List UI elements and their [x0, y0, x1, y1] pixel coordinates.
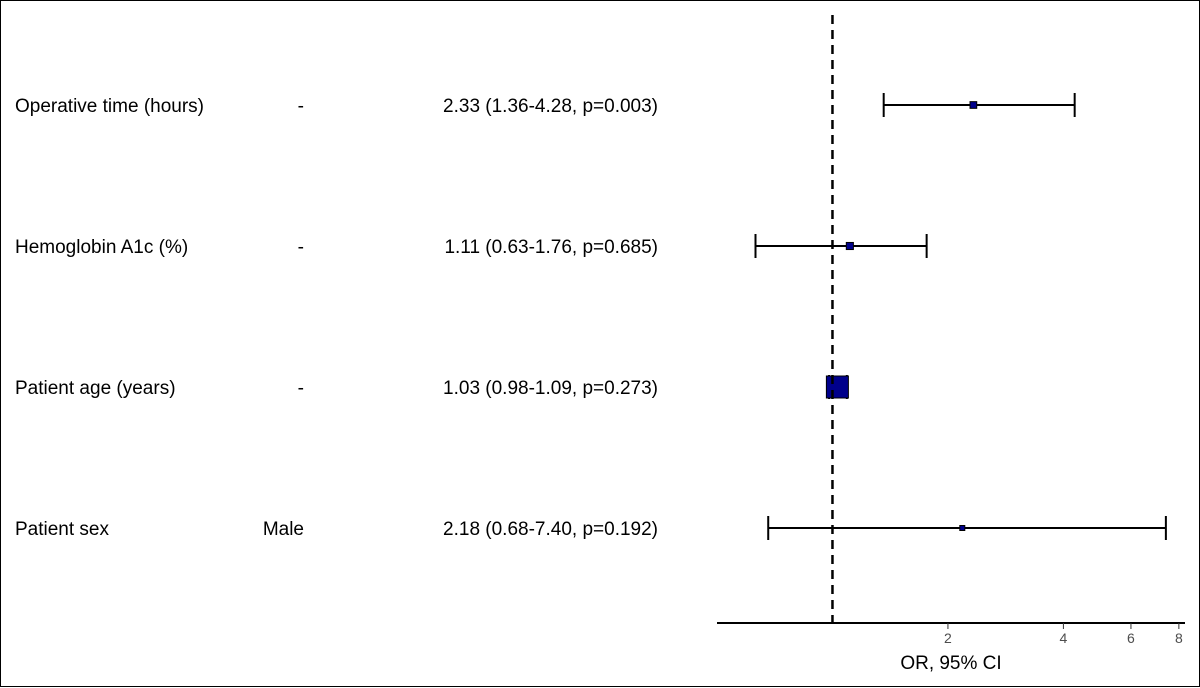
point-estimate-marker — [845, 241, 854, 251]
row-level-label: - — [298, 378, 304, 399]
row-estimate-label: 2.33 (1.36-4.28, p=0.003) — [443, 96, 658, 117]
point-estimate-marker — [825, 375, 849, 399]
row-level-label: - — [298, 237, 304, 258]
marks-layer — [754, 15, 1167, 623]
row-estimate-label: 2.18 (0.68-7.40, p=0.192) — [443, 519, 658, 540]
row-variable-label: Patient sex — [15, 519, 109, 540]
row-level-label: Male — [263, 519, 304, 540]
row-estimate-label: 1.11 (0.63-1.76, p=0.685) — [444, 237, 658, 258]
point-estimate-marker — [969, 101, 978, 109]
x-axis: 2 4 6 8 OR, 95% CI — [717, 622, 1185, 674]
x-tick-label: 4 — [1060, 630, 1068, 646]
row-level-label: - — [298, 96, 304, 117]
row-variable-label: Operative time (hours) — [15, 96, 204, 117]
x-tick-label: 2 — [944, 630, 952, 646]
row-variable-label: Patient age (years) — [15, 378, 176, 399]
x-axis-title: OR, 95% CI — [900, 653, 1001, 674]
row-estimate-label: 1.03 (0.98-1.09, p=0.273) — [443, 378, 658, 399]
x-tick-label: 6 — [1127, 630, 1135, 646]
point-estimate-marker — [959, 525, 966, 531]
row-variable-label: Hemoglobin A1c (%) — [15, 237, 188, 258]
rows-layer: Operative time (hours) - 2.33 (1.36-4.28, … — [15, 96, 658, 540]
x-tick-label: 8 — [1175, 630, 1183, 646]
